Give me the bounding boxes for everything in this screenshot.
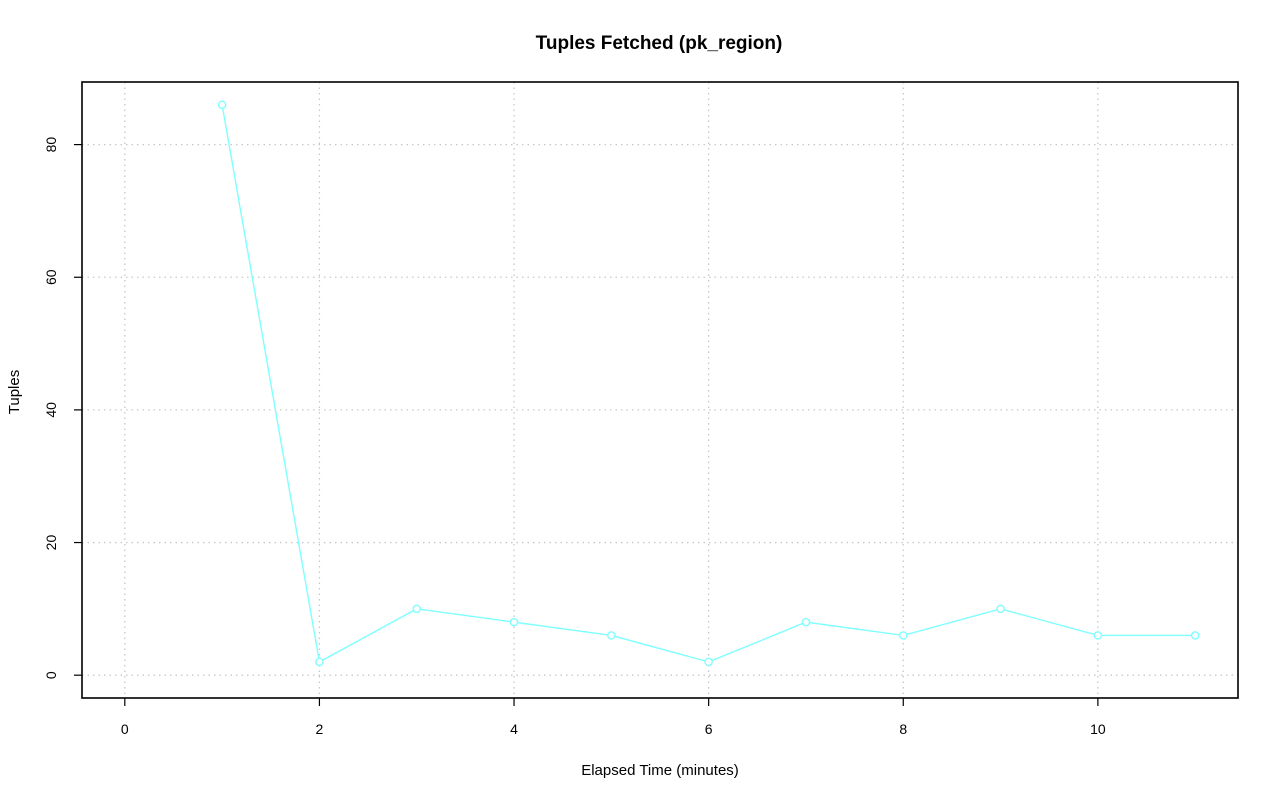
plot-frame	[81, 81, 1239, 699]
data-point	[412, 604, 422, 614]
grid-lines	[82, 82, 1238, 698]
y-tick-label-1: 20	[43, 535, 59, 551]
y-axis-label: Tuples	[6, 370, 23, 414]
y-tick-label-4: 80	[43, 137, 59, 153]
data-point	[315, 657, 324, 667]
data-point	[801, 617, 811, 627]
x-tick-label-2: 4	[510, 721, 518, 737]
data-point	[509, 617, 519, 627]
x-tick-label-1: 2	[316, 721, 324, 737]
axes: 0 2 4 6 8 10 0 20 40 60 80	[43, 137, 1106, 737]
data-point	[898, 631, 908, 640]
data-point	[217, 100, 227, 110]
x-tick-label-0: 0	[121, 721, 129, 737]
x-tick-label-4: 8	[899, 721, 907, 737]
x-tick-label-3: 6	[705, 721, 713, 737]
data-point	[996, 604, 1005, 614]
y-tick-label-0: 0	[43, 671, 59, 679]
y-tick-label-2: 40	[43, 402, 59, 418]
y-tick-label-3: 60	[43, 269, 59, 285]
x-tick-label-5: 10	[1090, 721, 1106, 737]
data-point	[607, 631, 616, 640]
data-point	[1190, 631, 1200, 640]
data-point	[704, 657, 713, 667]
chart-title: Tuples Fetched (pk_region)	[536, 33, 783, 54]
x-axis-label: Elapsed Time (minutes)	[581, 762, 739, 779]
data-point	[1093, 631, 1103, 640]
series	[217, 100, 1200, 667]
